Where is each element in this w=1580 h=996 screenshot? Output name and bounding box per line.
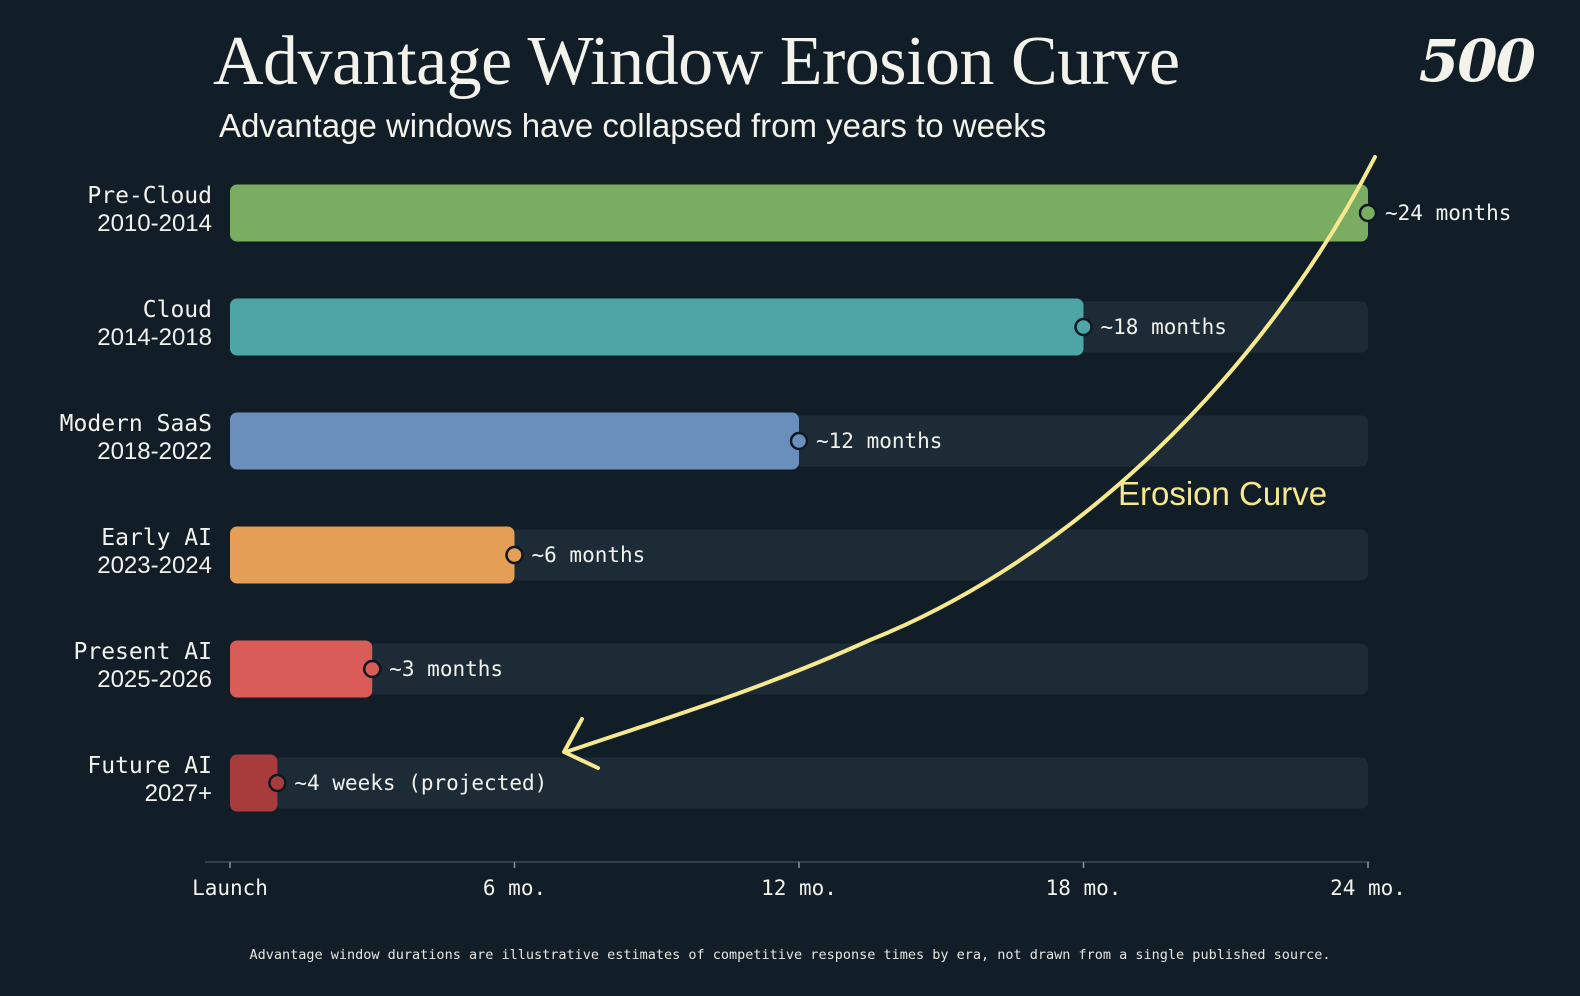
bar <box>230 412 799 470</box>
era-label: Cloud <box>142 297 212 323</box>
bar-value-label: ~3 months <box>389 657 503 681</box>
era-label: Early AI <box>101 525 212 551</box>
bar-value-label: ~4 weeks (projected) <box>294 771 547 795</box>
era-label: Modern SaaS <box>59 411 212 437</box>
row-label: Modern SaaS 2018-2022 <box>60 411 212 465</box>
row-label: Pre-Cloud 2010-2014 <box>87 183 212 237</box>
bar-end-dot <box>268 773 287 793</box>
bar-end-dot <box>789 431 809 451</box>
bar-end-dot <box>1358 203 1378 223</box>
years-label: 2010-2014 <box>97 210 212 237</box>
erosion-curve-layer: Erosion Curve <box>562 155 1377 770</box>
x-tick-label: 24 mo. <box>1330 876 1406 900</box>
years-label: 2027+ <box>144 780 212 807</box>
bar-end-dot <box>505 545 524 565</box>
erosion-curve-label: Erosion Curve <box>1118 475 1327 512</box>
bar-value-label: ~6 months <box>532 543 646 567</box>
years-label: 2025-2026 <box>97 666 212 693</box>
era-label: Future AI <box>87 753 212 779</box>
bar <box>230 526 515 584</box>
bar-end-dot <box>363 659 382 679</box>
x-tick-label: 18 mo. <box>1046 876 1122 900</box>
era-label: Pre-Cloud <box>87 183 212 209</box>
erosion-arrowhead <box>562 717 600 770</box>
bar-value-label: ~18 months <box>1101 315 1227 339</box>
bar <box>230 298 1084 356</box>
years-label: 2023-2024 <box>97 552 212 579</box>
x-tick-label: Launch <box>192 876 268 900</box>
era-label: Present AI <box>73 639 212 665</box>
bar-value-labels: ~24 months ~18 months ~12 months ~6 months ~… <box>294 201 1511 795</box>
bar <box>230 184 1368 242</box>
bar-endpoints <box>268 203 1378 793</box>
bar-track <box>230 757 1368 809</box>
x-tick-label: 6 mo. <box>483 876 546 900</box>
brand-logo: 500 <box>1418 27 1536 95</box>
bars <box>230 184 1368 812</box>
bar <box>230 640 373 698</box>
row-label: Early AI 2023-2024 <box>97 525 212 579</box>
footnote: Advantage window durations are illustrat… <box>249 947 1331 963</box>
bar-value-label: ~12 months <box>816 429 942 453</box>
chart-title: Advantage Window Erosion Curve <box>213 23 1180 100</box>
years-label: 2018-2022 <box>97 438 212 465</box>
x-tick-label: 12 mo. <box>761 876 837 900</box>
erosion-curve <box>564 155 1377 754</box>
chart-subtitle: Advantage windows have collapsed from ye… <box>219 107 1047 144</box>
row-label: Future AI 2027+ <box>87 753 212 807</box>
years-label: 2014-2018 <box>97 324 212 351</box>
bar <box>230 754 278 812</box>
bar-value-label: ~24 months <box>1385 201 1511 225</box>
x-axis: Launch 6 mo. 12 mo. 18 mo. 24 mo. <box>192 861 1406 900</box>
bar-end-dot <box>1074 317 1093 337</box>
row-label: Present AI 2025-2026 <box>74 639 212 693</box>
row-label: Cloud 2014-2018 <box>97 297 212 351</box>
